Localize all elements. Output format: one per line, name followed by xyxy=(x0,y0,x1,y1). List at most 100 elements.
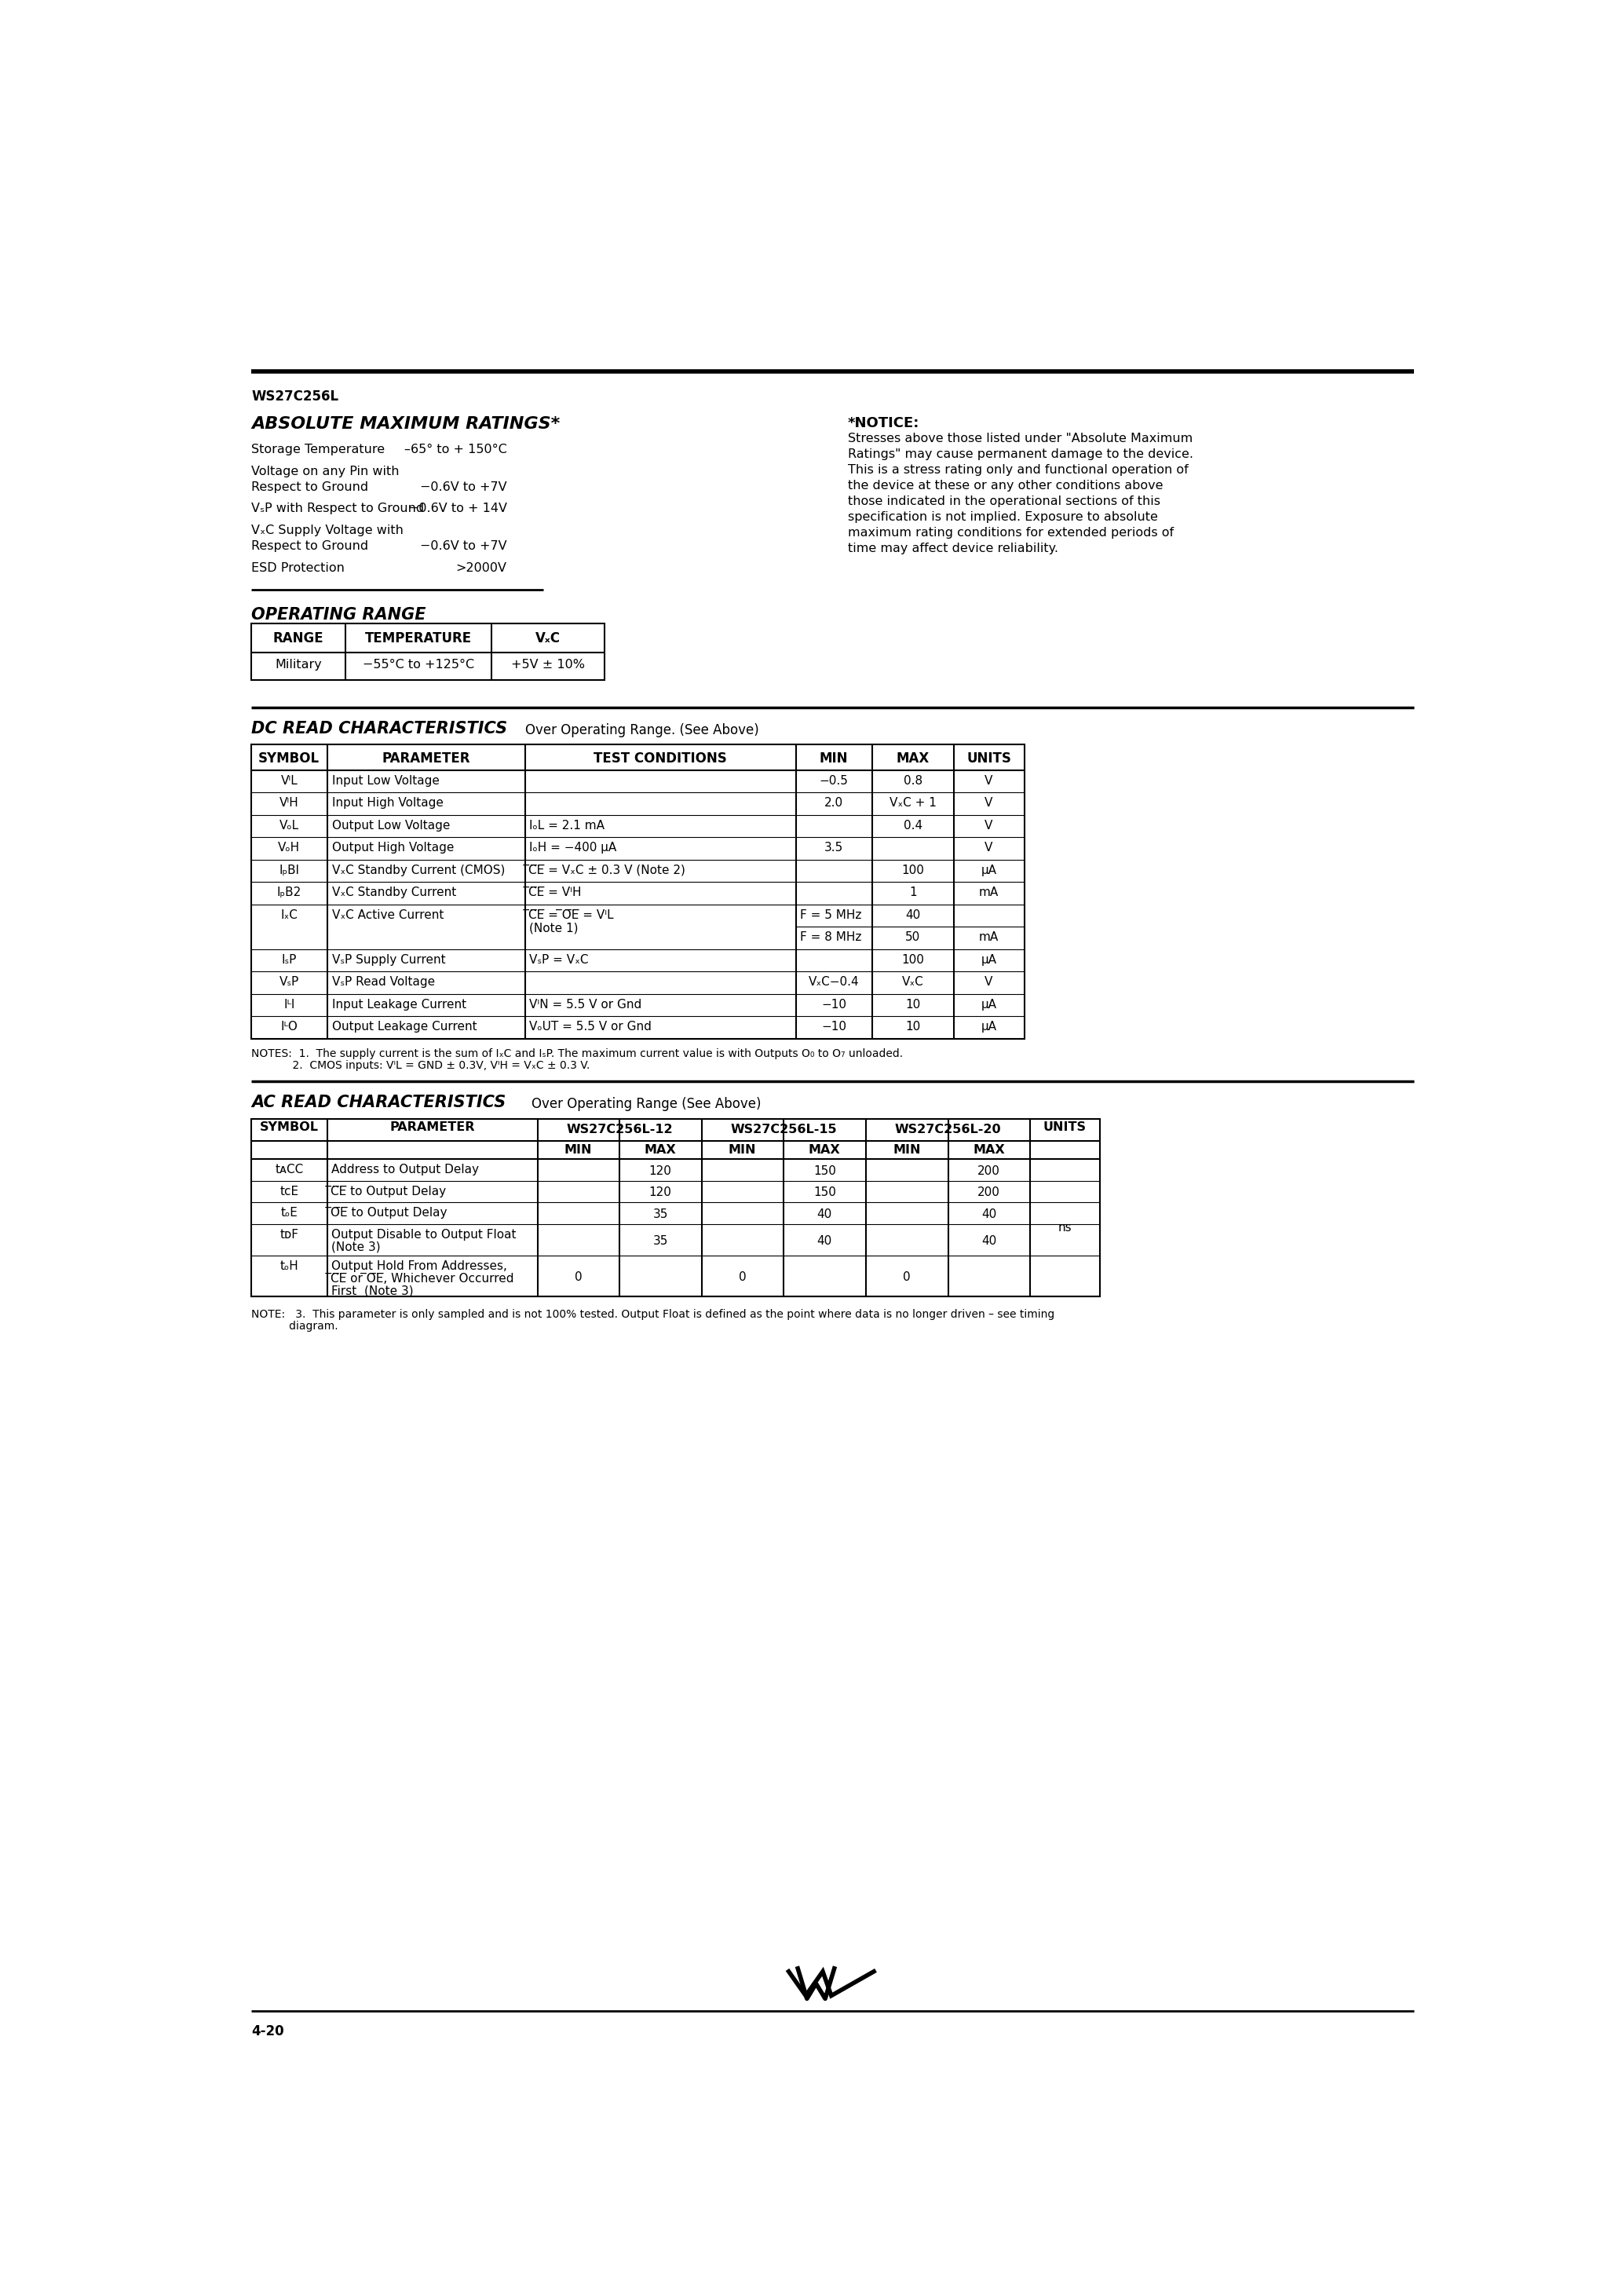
Text: −0.6V to +7V: −0.6V to +7V xyxy=(420,540,508,551)
Text: 120: 120 xyxy=(649,1187,672,1199)
Text: those indicated in the operational sections of this: those indicated in the operational secti… xyxy=(848,496,1160,507)
Text: Input Low Voltage: Input Low Voltage xyxy=(333,776,440,788)
Text: 40: 40 xyxy=(981,1235,996,1247)
Text: MIN: MIN xyxy=(892,1143,921,1157)
Text: +5V ± 10%: +5V ± 10% xyxy=(511,659,584,670)
Text: 40: 40 xyxy=(817,1235,832,1247)
Text: –65° to + 150°C: –65° to + 150°C xyxy=(404,443,508,455)
Text: IₛP: IₛP xyxy=(282,953,297,967)
Text: 2.  CMOS inputs: VᴵL = GND ± 0.3V, VᴵH = VₓC ± 0.3 V.: 2. CMOS inputs: VᴵL = GND ± 0.3V, VᴵH = … xyxy=(251,1061,590,1072)
Text: VₒUT = 5.5 V or Gnd: VₒUT = 5.5 V or Gnd xyxy=(529,1022,652,1033)
Text: VₓC Supply Voltage with: VₓC Supply Voltage with xyxy=(251,523,404,537)
Text: SYMBOL: SYMBOL xyxy=(260,1120,318,1134)
Text: μA: μA xyxy=(981,953,996,967)
Text: Voltage on any Pin with: Voltage on any Pin with xyxy=(251,466,399,478)
Text: 200: 200 xyxy=(978,1187,1001,1199)
Text: MIN: MIN xyxy=(564,1143,592,1157)
Text: ns: ns xyxy=(1058,1221,1072,1233)
Text: UNITS: UNITS xyxy=(1043,1120,1087,1134)
Text: 0.8: 0.8 xyxy=(903,776,923,788)
Text: ̅C̅E̅ = VᴵH: ̅C̅E̅ = VᴵH xyxy=(529,886,582,898)
Text: (Note 3): (Note 3) xyxy=(331,1242,380,1254)
Text: VₛP = VₓC: VₛP = VₓC xyxy=(529,953,589,967)
Text: NOTE:   3.  This parameter is only sampled and is not 100% tested. Output Float : NOTE: 3. This parameter is only sampled … xyxy=(251,1309,1054,1320)
Text: 0: 0 xyxy=(738,1272,746,1283)
Text: 50: 50 xyxy=(905,932,920,944)
Text: PARAMETER: PARAMETER xyxy=(389,1120,475,1134)
Text: Output High Voltage: Output High Voltage xyxy=(333,843,454,854)
Text: 150: 150 xyxy=(813,1187,835,1199)
Text: Stresses above those listed under "Absolute Maximum: Stresses above those listed under "Absol… xyxy=(848,432,1192,445)
Text: V: V xyxy=(985,797,993,808)
Text: UNITS: UNITS xyxy=(967,751,1011,765)
Text: μA: μA xyxy=(981,863,996,877)
Text: time may affect device reliability.: time may affect device reliability. xyxy=(848,542,1058,556)
Text: WS27C256L: WS27C256L xyxy=(251,390,339,404)
Text: ̅C̅E̅ to Output Delay: ̅C̅E̅ to Output Delay xyxy=(331,1185,446,1196)
Text: VₛP: VₛP xyxy=(279,976,298,987)
Text: VₒL: VₒL xyxy=(279,820,298,831)
Text: MIN: MIN xyxy=(728,1143,756,1157)
Text: IₓC: IₓC xyxy=(281,909,298,921)
Text: IᴸI: IᴸI xyxy=(284,999,295,1010)
Text: V: V xyxy=(985,843,993,854)
Text: the device at these or any other conditions above: the device at these or any other conditi… xyxy=(848,480,1163,491)
Text: VₓC + 1: VₓC + 1 xyxy=(889,797,936,808)
Text: 150: 150 xyxy=(813,1164,835,1178)
Text: 40: 40 xyxy=(817,1208,832,1219)
Text: 0.4: 0.4 xyxy=(903,820,923,831)
Text: VₓC Standby Current (CMOS): VₓC Standby Current (CMOS) xyxy=(333,863,506,877)
Text: 1: 1 xyxy=(908,886,916,898)
Text: VᴵL: VᴵL xyxy=(281,776,298,788)
Text: μA: μA xyxy=(981,999,996,1010)
Text: Output Hold From Addresses,: Output Hold From Addresses, xyxy=(331,1261,508,1272)
Text: Output Leakage Current: Output Leakage Current xyxy=(333,1022,477,1033)
Text: IᴸO: IᴸO xyxy=(281,1022,298,1033)
Text: VₛP Supply Current: VₛP Supply Current xyxy=(333,953,446,967)
Text: V: V xyxy=(985,820,993,831)
Text: −0.6V to + 14V: −0.6V to + 14V xyxy=(409,503,508,514)
Text: Input Leakage Current: Input Leakage Current xyxy=(333,999,467,1010)
Text: WS27C256L-20: WS27C256L-20 xyxy=(895,1123,1001,1137)
Text: V: V xyxy=(985,776,993,788)
Text: VₓC Active Current: VₓC Active Current xyxy=(333,909,444,921)
Text: VᴵN = 5.5 V or Gnd: VᴵN = 5.5 V or Gnd xyxy=(529,999,641,1010)
Text: 200: 200 xyxy=(978,1164,1001,1178)
Text: VₓC Standby Current: VₓC Standby Current xyxy=(333,886,456,898)
Text: *NOTICE:: *NOTICE: xyxy=(848,416,920,429)
Text: 0: 0 xyxy=(574,1272,582,1283)
Text: IₚB2: IₚB2 xyxy=(277,886,302,898)
Text: mA: mA xyxy=(980,932,999,944)
Text: Respect to Ground: Respect to Ground xyxy=(251,540,373,551)
Text: ̅O̅E̅ to Output Delay: ̅O̅E̅ to Output Delay xyxy=(331,1208,448,1219)
Text: μA: μA xyxy=(981,1022,996,1033)
Text: RANGE: RANGE xyxy=(272,631,324,645)
Text: MAX: MAX xyxy=(644,1143,676,1157)
Text: Ratings" may cause permanent damage to the device.: Ratings" may cause permanent damage to t… xyxy=(848,448,1194,459)
Text: VₛP Read Voltage: VₛP Read Voltage xyxy=(333,976,435,987)
Text: MAX: MAX xyxy=(897,751,929,765)
Text: 40: 40 xyxy=(981,1208,996,1219)
Text: specification is not implied. Exposure to absolute: specification is not implied. Exposure t… xyxy=(848,512,1158,523)
Text: Respect to Ground: Respect to Ground xyxy=(251,482,373,494)
Bar xyxy=(251,744,1023,1038)
Text: Storage Temperature: Storage Temperature xyxy=(251,443,384,455)
Text: VₛP with Respect to Ground: VₛP with Respect to Ground xyxy=(251,503,425,514)
Text: VₓC: VₓC xyxy=(535,631,560,645)
Text: (Note 1): (Note 1) xyxy=(529,923,577,934)
Text: First  (Note 3): First (Note 3) xyxy=(331,1286,414,1297)
Text: tₒE: tₒE xyxy=(281,1208,298,1219)
Text: 120: 120 xyxy=(649,1164,672,1178)
Text: −10: −10 xyxy=(821,999,847,1010)
Text: maximum rating conditions for extended periods of: maximum rating conditions for extended p… xyxy=(848,528,1174,540)
Text: Military: Military xyxy=(274,659,321,670)
Text: ESD Protection: ESD Protection xyxy=(251,563,345,574)
Text: tᴅF: tᴅF xyxy=(279,1228,298,1240)
Text: DC READ CHARACTERISTICS: DC READ CHARACTERISTICS xyxy=(251,721,508,737)
Text: ABSOLUTE MAXIMUM RATINGS*: ABSOLUTE MAXIMUM RATINGS* xyxy=(251,416,560,432)
Text: 100: 100 xyxy=(902,953,925,967)
Text: IₚBl: IₚBl xyxy=(279,863,300,877)
Text: IₒH = −400 μA: IₒH = −400 μA xyxy=(529,843,616,854)
Text: ̅C̅E̅ or ̅O̅E̅, Whichever Occurred: ̅C̅E̅ or ̅O̅E̅, Whichever Occurred xyxy=(331,1272,514,1283)
Text: VₓC: VₓC xyxy=(902,976,923,987)
